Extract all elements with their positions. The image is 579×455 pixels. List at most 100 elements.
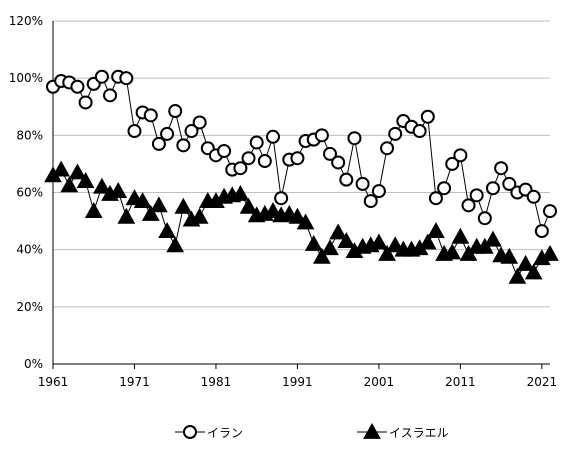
triangle-marker xyxy=(427,222,445,238)
series-layer xyxy=(44,69,559,284)
circle-marker xyxy=(314,128,329,143)
y-tick-label: 100% xyxy=(9,71,43,85)
triangle-marker xyxy=(76,172,95,188)
circle-marker xyxy=(331,155,346,170)
circle-marker xyxy=(168,104,183,119)
circle-marker xyxy=(265,129,280,144)
triangle-marker xyxy=(337,232,356,248)
triangle-marker xyxy=(52,160,70,177)
circle-marker xyxy=(485,181,500,196)
circle-marker xyxy=(534,224,549,239)
legend-label: イラン xyxy=(207,426,243,440)
triangle-marker xyxy=(150,196,168,213)
circle-marker xyxy=(257,154,272,169)
triangle-marker xyxy=(516,254,535,271)
y-tick-label: 80% xyxy=(16,128,43,142)
x-tick-label: 2011 xyxy=(445,375,476,389)
circle-marker xyxy=(192,115,207,130)
triangle-marker xyxy=(68,163,87,180)
series-israel xyxy=(44,160,559,284)
y-tick-label: 60% xyxy=(16,186,43,200)
legend-item: イラン xyxy=(175,425,243,440)
circle-marker xyxy=(355,176,370,191)
circle-marker xyxy=(103,88,118,103)
triangle-marker xyxy=(508,267,527,284)
triangle-marker xyxy=(141,204,160,221)
triangle-marker xyxy=(231,184,250,201)
triangle-marker xyxy=(239,197,258,214)
circle-marker xyxy=(363,194,378,209)
circle-marker xyxy=(339,172,354,187)
legend-label: イスラエル xyxy=(389,426,449,440)
circle-marker xyxy=(412,124,427,139)
y-tick-label: 120% xyxy=(9,14,43,28)
triangle-marker xyxy=(133,192,152,208)
x-tick-labels: 1961 1971 1981 1991 2001 2011 2021 xyxy=(38,375,557,389)
y-tick-label: 20% xyxy=(16,300,43,314)
circle-marker xyxy=(70,79,85,94)
triangle-marker xyxy=(166,236,185,253)
legend-circle-marker xyxy=(183,425,197,439)
circle-marker xyxy=(233,161,248,176)
triangle-marker xyxy=(378,244,396,261)
triangle-marker xyxy=(174,197,193,214)
circle-marker xyxy=(526,189,541,204)
triangle-marker xyxy=(329,223,348,240)
triangle-marker xyxy=(117,207,136,224)
y-tick-label: 40% xyxy=(16,243,43,257)
circle-marker xyxy=(78,95,93,110)
circle-marker xyxy=(323,146,338,161)
triangle-marker xyxy=(304,234,323,251)
circle-marker xyxy=(94,69,109,84)
circle-marker xyxy=(469,188,484,203)
circle-marker xyxy=(347,131,362,146)
circle-marker xyxy=(388,126,403,141)
circle-marker xyxy=(290,151,305,166)
legend: イラン イスラエル xyxy=(175,422,449,440)
triangle-marker xyxy=(313,247,331,264)
y-tick-labels: 0% 20% 40% 60% 80% 100% 120% xyxy=(9,14,43,371)
y-tick-label: 0% xyxy=(24,357,43,371)
triangle-marker xyxy=(524,263,543,280)
x-tick-label: 2001 xyxy=(364,375,395,389)
circle-marker xyxy=(420,109,435,124)
triangle-marker xyxy=(60,176,79,193)
triangle-marker xyxy=(418,233,437,250)
circle-marker xyxy=(371,184,386,199)
x-tick-label: 1971 xyxy=(119,375,150,389)
triangle-marker xyxy=(370,233,388,250)
circle-marker xyxy=(160,126,175,141)
triangle-marker xyxy=(443,243,462,260)
circle-marker xyxy=(502,176,517,191)
triangle-marker xyxy=(541,244,559,261)
x-tick-label: 1961 xyxy=(38,375,69,389)
triangle-marker xyxy=(451,227,470,244)
triangle-marker xyxy=(484,230,502,247)
circle-marker xyxy=(127,124,142,139)
circle-marker xyxy=(380,141,395,156)
x-tick-label: 1991 xyxy=(282,375,313,389)
triangle-marker xyxy=(500,247,519,264)
circle-marker xyxy=(151,136,166,151)
circle-marker xyxy=(437,181,452,196)
circle-marker xyxy=(241,151,256,166)
gridlines xyxy=(53,20,550,308)
circle-marker xyxy=(143,108,158,123)
triangle-marker xyxy=(93,177,111,194)
triangle-marker xyxy=(84,202,103,218)
triangle-marker xyxy=(321,239,339,256)
circle-marker xyxy=(461,198,476,213)
circle-marker xyxy=(274,191,289,206)
circle-marker xyxy=(445,156,460,171)
circle-marker xyxy=(184,124,199,139)
circle-marker xyxy=(453,148,468,163)
circle-marker xyxy=(119,71,134,86)
legend-triangle-marker xyxy=(363,422,381,439)
triangle-marker xyxy=(296,213,315,230)
circle-marker xyxy=(176,138,191,153)
circle-marker xyxy=(494,161,509,176)
circle-marker xyxy=(543,204,557,219)
x-tick-label: 1981 xyxy=(201,375,232,389)
